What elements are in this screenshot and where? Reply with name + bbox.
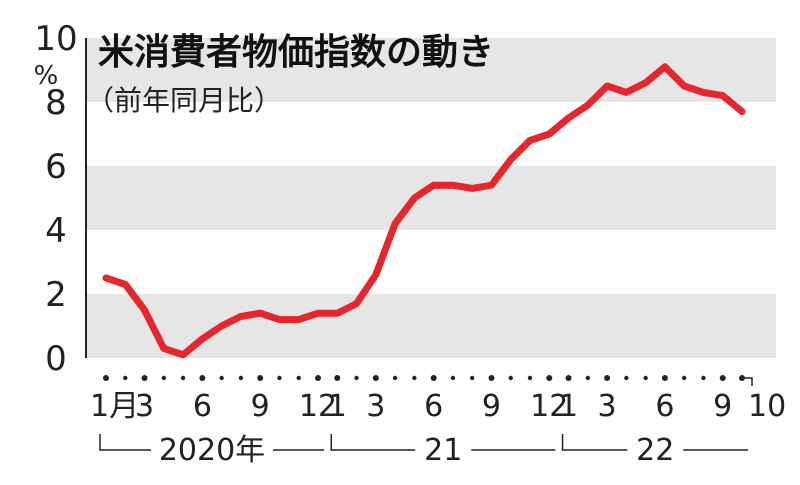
year-label: 22	[636, 433, 674, 468]
x-tick-label: 3	[366, 389, 385, 424]
x-tick-label: 6	[193, 389, 212, 424]
x-tick-dot	[296, 375, 301, 381]
y-tick-label: 0	[45, 339, 67, 379]
x-tick-label: 12	[299, 389, 337, 424]
x-tick-label: 9	[482, 389, 501, 424]
y-unit-label: %	[34, 61, 59, 91]
x-tick-label: 6	[424, 389, 443, 424]
x-tick-dot	[123, 375, 128, 381]
y-tick-label: 10	[34, 19, 77, 59]
year-groups: 2020年 21 22	[99, 433, 748, 468]
x-tick-dot	[277, 375, 282, 381]
year-label: 2020年	[159, 433, 265, 468]
y-tick-label: 6	[45, 147, 67, 187]
x-tick-label: 6	[655, 389, 674, 424]
year-bracket-left	[99, 434, 151, 451]
x-tick-dot	[141, 375, 148, 381]
x-tick-dot	[180, 375, 186, 381]
data-line	[102, 63, 746, 359]
x-tick-dot	[372, 375, 379, 381]
x-tick-dot	[701, 375, 706, 381]
x-tick-dot	[585, 375, 591, 381]
x-tick-dot	[412, 375, 417, 381]
x-tick-dot	[219, 375, 224, 381]
x-tick-dot	[488, 375, 495, 381]
chart-title: 米消費者物価指数の動き	[98, 32, 494, 73]
x-tick-dot	[469, 375, 475, 381]
x-tick-label: 1	[328, 389, 347, 424]
year-bracket-left	[561, 434, 628, 451]
x-tick-dot	[604, 375, 611, 381]
x-tick-dot	[161, 375, 167, 381]
year-bracket-left	[330, 434, 416, 451]
y-axis: 0 2 4 6 8 10	[34, 19, 87, 379]
last-month-bracket	[742, 377, 753, 386]
x-axis: 1月3 6 9 121 3 6 9 121 3 6 9 10	[90, 375, 786, 424]
x-tick-label: 1	[559, 389, 578, 424]
x-tick-label: 12	[530, 389, 568, 424]
x-tick-dot	[565, 375, 572, 381]
x-tick-dot	[450, 375, 456, 381]
x-tick-label: 3	[135, 389, 154, 424]
x-tick-dot	[392, 375, 398, 381]
chart-subtitle: （前年同月比）	[86, 84, 282, 117]
x-tick-dot	[643, 375, 648, 381]
x-tick-dot	[546, 375, 553, 381]
x-tick-dot	[508, 375, 513, 381]
x-tick-label: 9	[713, 389, 732, 424]
x-tick-label: 3	[598, 389, 617, 424]
x-tick-dot	[719, 375, 726, 381]
y-tick-label: 2	[45, 275, 67, 315]
x-tick-dot	[430, 375, 437, 381]
x-tick-label: 1月	[90, 389, 139, 424]
x-tick-label: 9	[251, 389, 270, 424]
grid-band	[86, 166, 776, 230]
x-tick-dot	[199, 375, 206, 381]
x-tick-dot	[103, 375, 109, 381]
x-tick-dot	[681, 375, 687, 381]
x-tick-dot	[238, 375, 244, 381]
y-tick-label: 8	[45, 83, 67, 123]
x-tick-dot	[661, 375, 668, 381]
x-tick-dot	[527, 375, 533, 381]
x-tick-dot	[315, 375, 321, 381]
data-line-layer	[102, 63, 746, 359]
x-tick-label: 10	[748, 389, 786, 424]
x-tick-dot	[257, 375, 264, 381]
year-label: 21	[424, 433, 462, 468]
grid-band	[86, 294, 776, 358]
x-tick-dot	[354, 375, 359, 381]
x-tick-dot	[624, 375, 629, 381]
y-tick-label: 4	[45, 211, 67, 251]
x-tick-dot	[334, 375, 341, 381]
